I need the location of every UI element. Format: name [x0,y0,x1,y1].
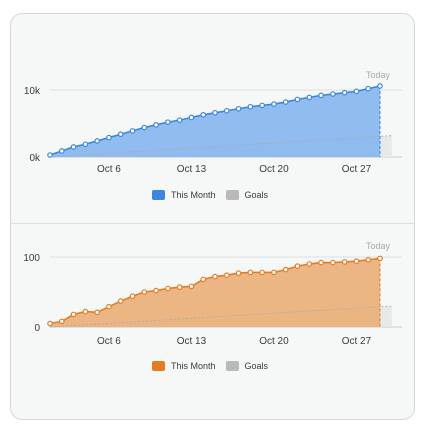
data-point [235,270,242,276]
data-point [365,256,372,263]
legend-label-goals: Goals [244,190,269,200]
legend-label-goals: Goals [244,361,269,371]
data-point [330,259,336,266]
legend-item-this-month[interactable]: This Month [152,361,216,371]
data-point [176,117,183,123]
data-point [282,99,289,105]
data-point [188,283,195,290]
data-point [294,96,301,103]
x-tick-label: Oct 20 [259,336,289,347]
x-tick-label: Oct 27 [342,164,372,175]
data-point [200,111,207,118]
data-point [188,114,195,121]
goal-line [49,305,392,328]
chart-divider [10,223,415,224]
today-label: Today [366,70,391,80]
data-point [271,101,277,107]
data-point [153,122,159,128]
data-point [153,287,159,294]
chart-legend: This Month Goals [152,361,278,371]
x-tick-label: Oct 6 [97,336,121,347]
data-point [212,273,218,280]
data-point [58,318,65,325]
data-point [70,144,77,150]
data-point [282,266,289,273]
data-point [247,103,254,110]
data-point [70,311,77,318]
x-tick-label: Oct 6 [97,164,121,175]
data-point [318,259,324,266]
y-tick-label: 0 [34,323,40,334]
x-tick-label: Oct 13 [177,336,207,347]
data-point [141,124,148,131]
data-point [318,92,324,99]
legend-swatch-this-month [152,361,165,371]
data-point [176,284,183,290]
legend-item-goals[interactable]: Goals [225,190,269,200]
legend-item-this-month[interactable]: This Month [152,190,216,200]
data-point [58,148,65,154]
legend-label-this-month: This Month [171,190,216,200]
data-point [82,308,89,315]
data-point [200,276,207,283]
data-point [353,88,360,95]
legend-item-goals[interactable]: Goals [225,361,269,371]
chart-legend: This Month Goals [152,190,278,200]
legend-swatch-goals [225,190,239,200]
x-tick-label: Oct 27 [342,336,372,347]
data-point [165,285,171,292]
data-point [247,269,254,276]
this-month-area [50,258,380,327]
y-tick-label: 100 [23,253,40,264]
goal-line [49,135,392,158]
data-point [377,255,383,262]
legend-swatch-this-month [152,190,165,200]
data-point [106,303,112,310]
data-point [223,107,230,114]
this-month-area [50,85,380,157]
data-point [117,298,124,304]
data-point [165,119,171,125]
data-point [341,89,348,96]
x-tick-label: Oct 20 [259,164,289,175]
y-tick-label: 0k [29,153,41,164]
y-tick-label: 10k [24,86,41,97]
data-point [341,259,348,265]
data-point [294,263,301,269]
data-point [212,109,218,116]
legend-swatch-goals [225,361,239,371]
data-point [82,141,89,148]
data-point [129,128,136,134]
data-point [271,269,277,276]
data-point [330,91,336,97]
x-tick-label: Oct 13 [177,164,207,175]
data-point [129,293,136,300]
data-point [47,320,53,327]
data-point [365,85,372,92]
data-point [94,309,100,316]
data-point [259,102,265,109]
data-point [235,105,242,112]
chart-card [10,13,415,420]
legend-label-this-month: This Month [171,361,216,371]
today-label: Today [366,241,391,251]
data-point [223,272,230,279]
data-point [306,261,313,267]
data-point [141,289,148,295]
data-point [259,269,265,276]
data-point [94,138,100,144]
data-point [117,131,124,138]
data-point [47,152,53,158]
data-point [306,94,313,101]
data-point [353,258,360,265]
data-point [377,83,383,89]
data-point [106,134,112,141]
